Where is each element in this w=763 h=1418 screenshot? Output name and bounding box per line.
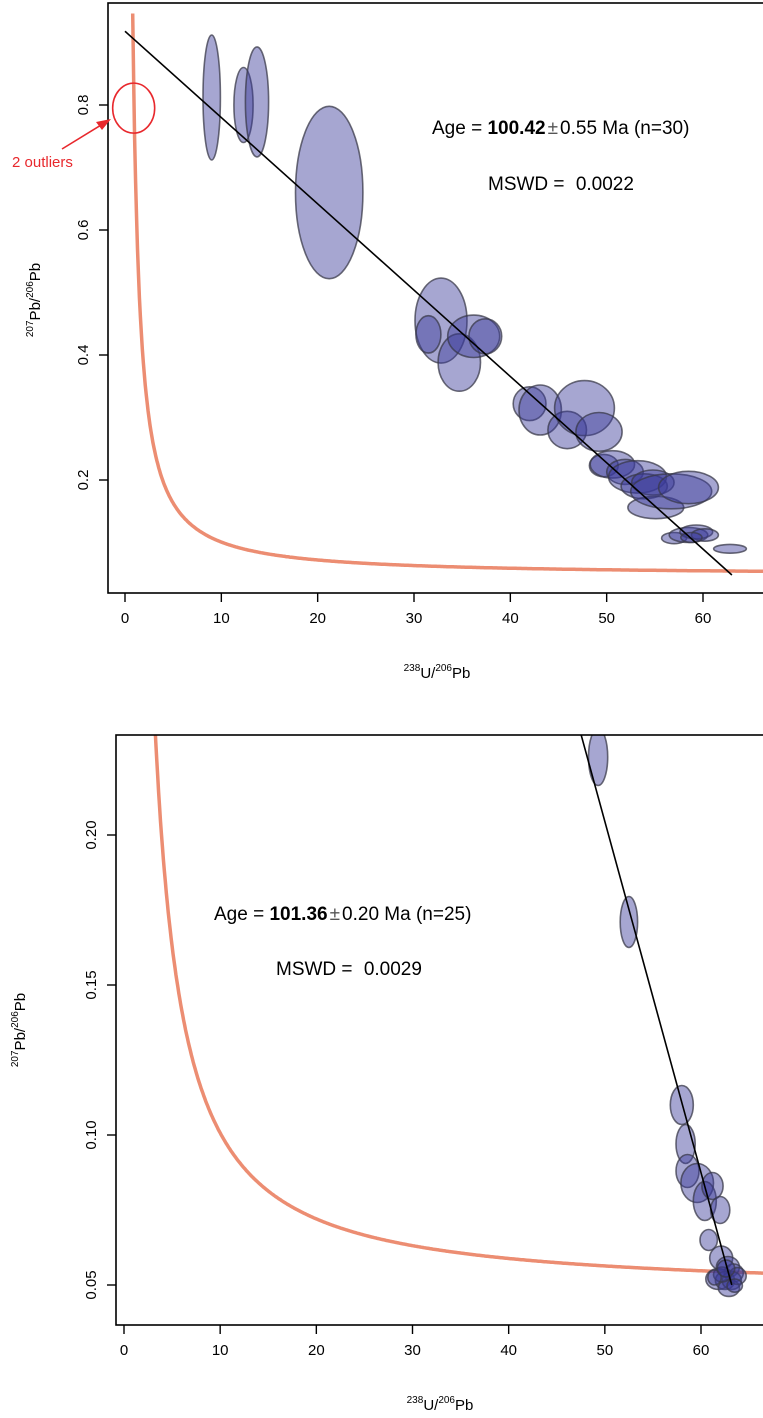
bottom-error-ellipses [587,735,747,1298]
error-ellipse [244,46,270,158]
error-ellipse [712,543,748,554]
x-tick-label: 10 [212,1342,229,1359]
error-ellipse [706,1269,722,1286]
top-concordia-plot: 0 10 20 30 40 50 60 0.2 0.4 0.6 0.8 238U/206Pb 20… [12,2,763,682]
error-ellipse [575,411,623,453]
error-ellipse [468,317,503,355]
y-tick-label: 0.2 [75,470,92,491]
outlier-label: 2 outliers [12,154,73,171]
error-ellipse [415,314,442,354]
outlier-arrow [61,121,107,150]
top-plot-frame [107,2,763,594]
top-y-axis: 0.2 0.4 0.6 0.8 [75,95,108,491]
y-tick-label: 0.05 [83,1270,100,1299]
x-tick-label: 30 [406,610,423,627]
error-ellipse [233,66,254,144]
x-tick-label: 50 [598,610,615,627]
error-ellipse [202,34,222,161]
error-ellipse [690,527,720,542]
top-x-axis: 0 10 20 30 40 50 60 [121,593,712,627]
error-ellipse [630,469,675,496]
error-ellipse [518,384,563,436]
y-tick-label: 0.20 [83,820,100,849]
error-ellipse [553,379,616,437]
bottom-x-axis: 0 10 20 30 40 50 60 [120,1325,710,1359]
x-tick-label: 20 [309,610,326,627]
y-tick-label: 0.10 [83,1120,100,1149]
bottom-y-axis: 0.05 0.10 0.15 0.20 [83,820,116,1300]
y-tick-label: 0.4 [75,345,92,366]
x-tick-label: 0 [121,610,129,627]
top-y-axis-label: 207Pb/206Pb [25,263,44,337]
bottom-plot-frame [115,734,763,1326]
top-regression-line [124,30,733,576]
error-ellipse [446,314,501,359]
y-tick-label: 0.15 [83,970,100,999]
top-x-axis-label: 238U/206Pb [404,663,471,682]
bottom-regression-line [580,735,733,1286]
outlier-arrowhead [96,119,111,130]
bottom-concordia-curve [153,735,763,1275]
x-tick-label: 40 [502,610,519,627]
error-ellipse [716,1259,736,1278]
top-mswd-annotation: MSWD = 0.0022 [488,174,634,195]
top-age-annotation: Age = 100.42 ±0.55 Ma (n=30) [432,118,689,139]
top-concordia-curve [130,13,763,574]
x-tick-label: 30 [404,1342,421,1359]
bottom-mswd-annotation: MSWD = 0.0029 [276,959,422,980]
error-ellipse [437,332,482,392]
error-ellipse [699,1228,719,1252]
x-tick-label: 20 [308,1342,325,1359]
x-tick-label: 60 [695,610,712,627]
error-ellipse [657,470,720,505]
top-outlier-circle [111,82,156,134]
x-tick-label: 50 [596,1342,613,1359]
bottom-age-annotation: Age = 101.36 ±0.20 Ma (n=25) [214,904,471,925]
error-ellipse [512,386,547,422]
bottom-concordia-plot: 0 10 20 30 40 50 60 0.05 0.10 0.15 0.20 238U/206P… [10,734,763,1414]
x-tick-label: 0 [120,1342,128,1359]
top-error-ellipses [202,34,748,554]
x-tick-label: 10 [213,610,230,627]
error-ellipse [619,895,639,949]
bottom-y-axis-label: 207Pb/206Pb [10,993,29,1067]
error-ellipse [414,277,468,364]
y-tick-label: 0.8 [75,95,92,116]
bottom-x-axis-label: 238U/206Pb [407,1395,474,1414]
x-tick-label: 40 [500,1342,517,1359]
error-ellipse [680,531,703,544]
error-ellipse [680,1162,715,1204]
error-ellipse [294,105,364,280]
error-ellipse [587,735,609,787]
x-tick-label: 60 [693,1342,710,1359]
y-tick-label: 0.6 [75,220,92,241]
error-ellipse [726,1278,744,1293]
